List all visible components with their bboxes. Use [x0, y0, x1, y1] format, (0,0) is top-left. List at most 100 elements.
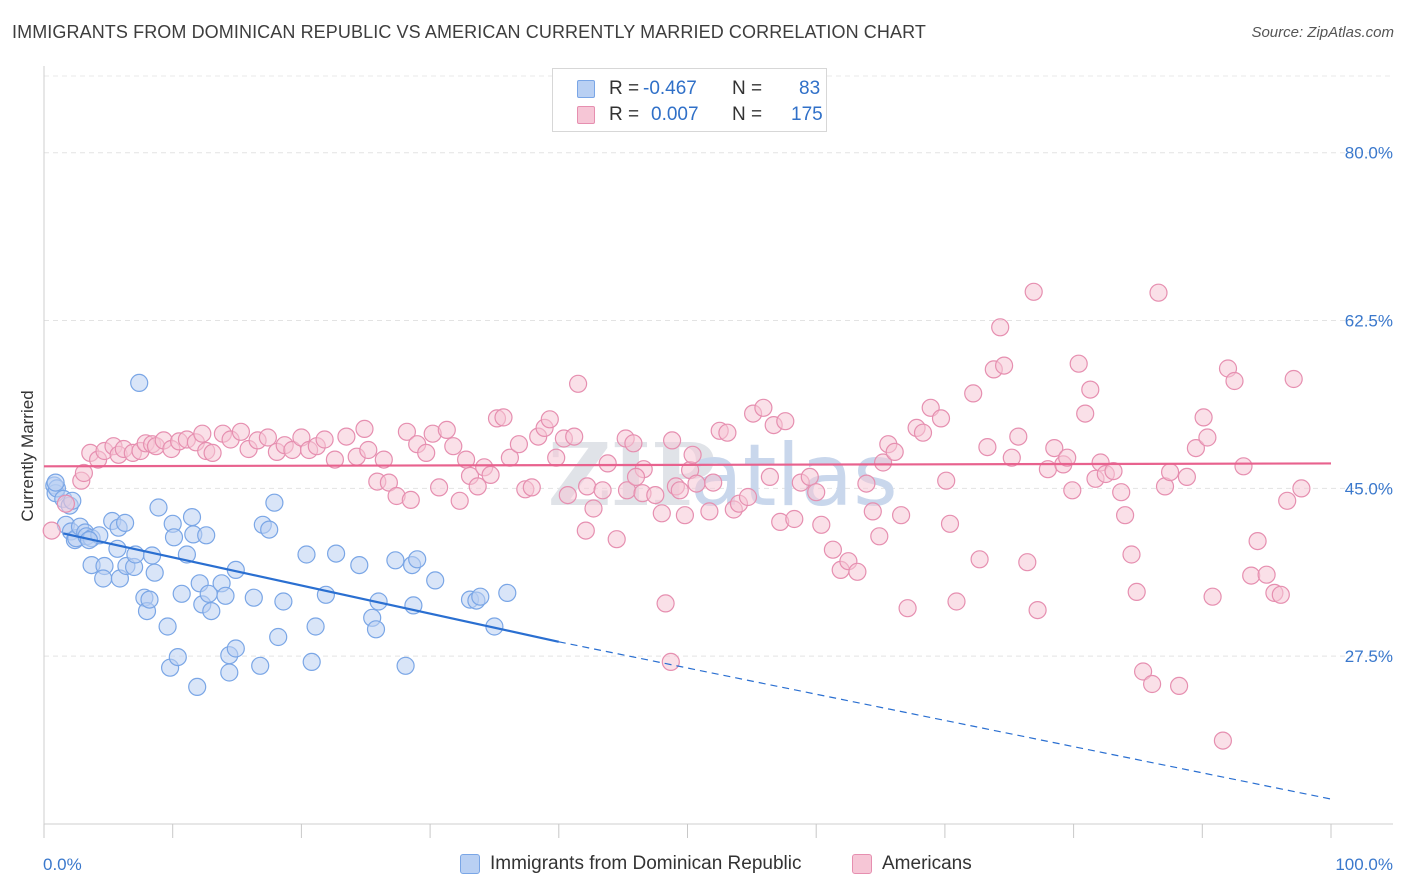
trend-line-americans [43, 462, 1332, 468]
data-point [656, 594, 675, 613]
data-point [145, 563, 164, 582]
data-point [661, 652, 680, 672]
source-label: Source: ZipAtlas.com [1251, 24, 1394, 41]
data-point [1234, 457, 1253, 476]
data-point [626, 467, 646, 486]
data-point [891, 506, 911, 525]
data-point [172, 584, 191, 603]
data-point [386, 551, 405, 570]
data-point [964, 384, 983, 403]
data-point [1213, 731, 1233, 750]
data-point [197, 526, 216, 545]
data-point [807, 483, 826, 502]
data-point [509, 435, 529, 454]
x-tick-label-max: 100.0% [1335, 855, 1393, 874]
data-point [260, 520, 279, 539]
trend-lines [43, 462, 1332, 800]
data-point [401, 490, 420, 509]
data-point [885, 442, 904, 461]
data-point [1225, 371, 1244, 391]
y-tick-label: 27.5% [1345, 647, 1393, 666]
data-point [494, 408, 513, 427]
legend-r-value: -0.467 [643, 78, 697, 99]
data-point [1177, 467, 1197, 486]
data-point [315, 430, 334, 449]
data-point [220, 663, 239, 682]
data-point [1002, 448, 1021, 467]
data-point [683, 445, 702, 464]
data-point [366, 620, 386, 639]
y-tick-label: 80.0% [1345, 144, 1393, 163]
data-point [1149, 283, 1168, 302]
data-point [1169, 676, 1189, 696]
data-point [258, 428, 277, 447]
data-point [164, 528, 184, 547]
data-point [140, 590, 159, 609]
data-point [143, 546, 162, 565]
data-point [1127, 582, 1146, 602]
data-point [800, 467, 819, 486]
data-point [182, 507, 202, 527]
data-point [1248, 531, 1267, 551]
trend-line-dominican [63, 532, 560, 643]
data-point [991, 318, 1010, 337]
data-point [468, 477, 487, 496]
data-point [577, 477, 597, 496]
data-point [158, 617, 177, 636]
data-point [670, 481, 689, 500]
data-point [940, 514, 960, 533]
data-point [687, 474, 706, 493]
data-point [430, 478, 449, 497]
data-point [584, 499, 603, 518]
data-point [624, 434, 643, 453]
data-point [325, 450, 344, 469]
data-point [1009, 427, 1028, 446]
data-point [785, 509, 804, 529]
data-points [42, 282, 1311, 750]
data-point [302, 652, 321, 672]
data-point [898, 599, 917, 618]
data-point [471, 587, 490, 606]
data-point [1142, 674, 1162, 694]
data-point [970, 550, 989, 569]
data-point [1115, 506, 1135, 525]
data-point [1069, 354, 1088, 373]
data-point [1284, 369, 1303, 389]
data-point [931, 409, 951, 428]
data-point [662, 431, 682, 450]
data-point [1122, 545, 1141, 564]
data-point [396, 656, 415, 675]
axes [43, 66, 1393, 838]
data-point [1018, 553, 1037, 572]
bottom-legend-label-dominican: Immigrants from Dominican Republic [490, 853, 802, 874]
bottom-legend-swatch-dominican [460, 854, 480, 874]
legend-r-label: R = [609, 78, 640, 99]
data-point [1058, 448, 1077, 467]
data-point [327, 544, 346, 563]
data-point [1203, 587, 1222, 606]
data-point [576, 521, 595, 540]
data-point [355, 419, 374, 438]
correlation-legend: R = -0.467 N = 83 R = 0.007 N = 175 [552, 68, 827, 132]
data-point [350, 555, 369, 575]
data-point [1271, 585, 1290, 604]
data-point [704, 473, 723, 492]
data-point [231, 422, 250, 441]
data-point [226, 639, 245, 658]
legend-n-value: 83 [799, 78, 821, 99]
data-point [652, 504, 671, 523]
bottom-legend-swatch-americans [852, 854, 872, 874]
data-point [46, 473, 65, 492]
data-point [1063, 481, 1082, 500]
data-point [1104, 462, 1123, 481]
y-tick-label: 62.5% [1345, 312, 1393, 331]
data-point [1198, 428, 1217, 447]
data-point [863, 502, 882, 521]
y-tick-label: 45.0% [1345, 479, 1393, 498]
data-point [978, 438, 997, 457]
data-point [675, 506, 695, 525]
data-point [56, 494, 76, 513]
data-point [274, 592, 293, 611]
data-point [760, 467, 780, 486]
data-point [568, 374, 588, 393]
